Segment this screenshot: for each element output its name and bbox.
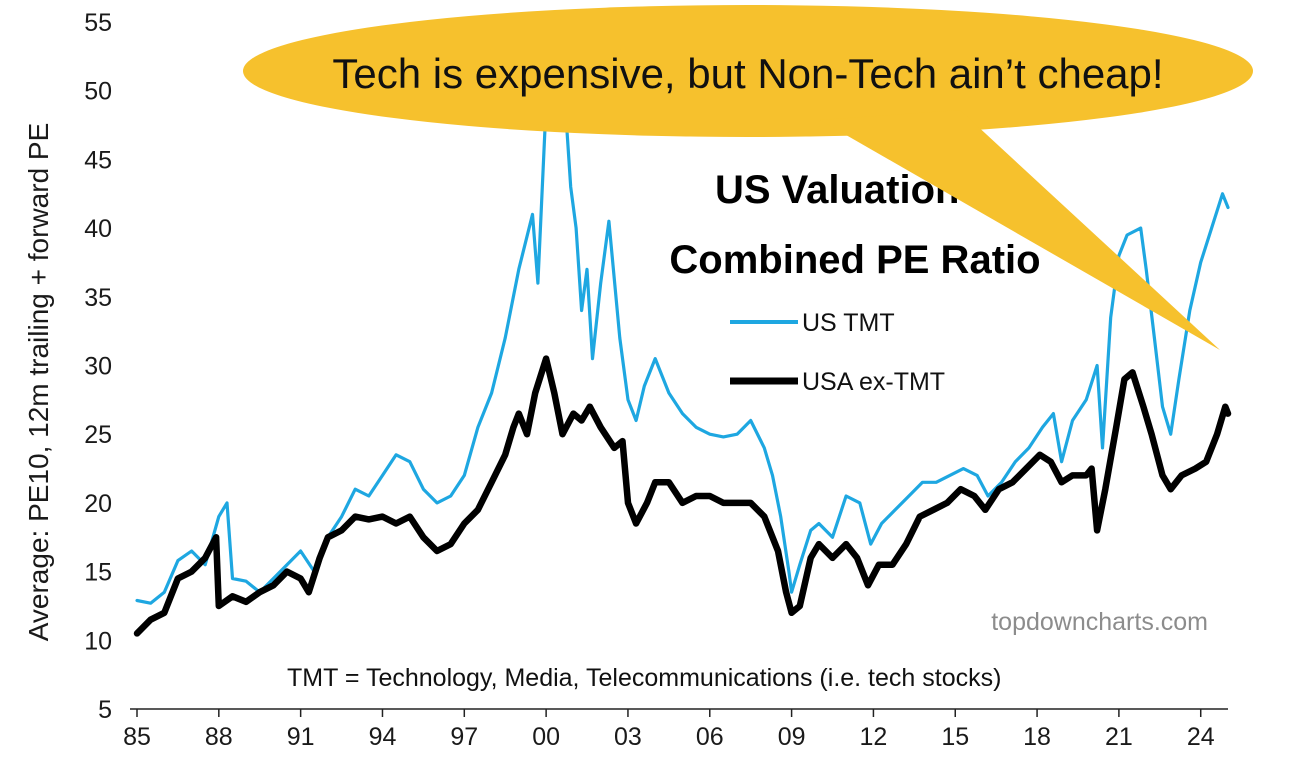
tmt-definition-note: TMT = Technology, Media, Telecommunicati… [287,664,1001,692]
callout-bubble: Tech is expensive, but Non-Tech ain’t ch… [243,5,1253,350]
legend: US TMT USA ex-TMT [730,309,945,396]
series-line-us-tmt [135,20,1230,605]
x-tick-label: 97 [450,723,478,751]
series-line-usa-ex-tmt [133,355,1232,637]
callout-text: Tech is expensive, but Non-Tech ain’t ch… [332,50,1163,97]
x-tick-label: 12 [860,723,888,751]
y-tick-label: 5 [98,696,112,724]
x-tick-label: 91 [287,723,315,751]
y-tick-label: 20 [84,490,112,518]
callout-ellipse [243,5,1253,137]
y-tick-label: 40 [84,215,112,243]
y-tick-label: 25 [84,421,112,449]
x-tick-label: 18 [1023,723,1051,751]
y-tick-label: 35 [84,284,112,312]
legend-label-us-tmt: US TMT [802,309,895,337]
x-tick-label: 24 [1187,723,1215,751]
x-tick-label: 06 [696,723,724,751]
y-tick-label: 15 [84,559,112,587]
chart-title-line-2: Combined PE Ratio [669,238,1040,282]
y-tick-label: 50 [84,78,112,106]
y-axis-label: Average: PE10, 12m trailing + forward PE [23,123,54,642]
x-tick-label: 15 [941,723,969,751]
callout-pointer [820,110,1220,350]
legend-label-usa-ex-tmt: USA ex-TMT [802,368,945,396]
x-tick-label: 94 [369,723,397,751]
x-tick-label: 00 [532,723,560,751]
x-tick-label: 88 [205,723,233,751]
y-tick-labels: 5 10 15 20 25 30 35 40 45 50 55 [84,9,112,724]
x-tick-label: 09 [778,723,806,751]
x-tick-labels: 85 88 91 94 97 00 03 06 09 12 15 18 21 24 [123,709,1215,751]
x-tick-label: 21 [1105,723,1133,751]
watermark: topdowncharts.com [991,608,1208,636]
y-tick-label: 10 [84,627,112,655]
series-layer [133,20,1232,637]
y-tick-label: 30 [84,353,112,381]
x-tick-label: 03 [614,723,642,751]
x-tick-label: 85 [123,723,151,751]
y-tick-label: 45 [84,146,112,174]
y-tick-label: 55 [84,9,112,37]
